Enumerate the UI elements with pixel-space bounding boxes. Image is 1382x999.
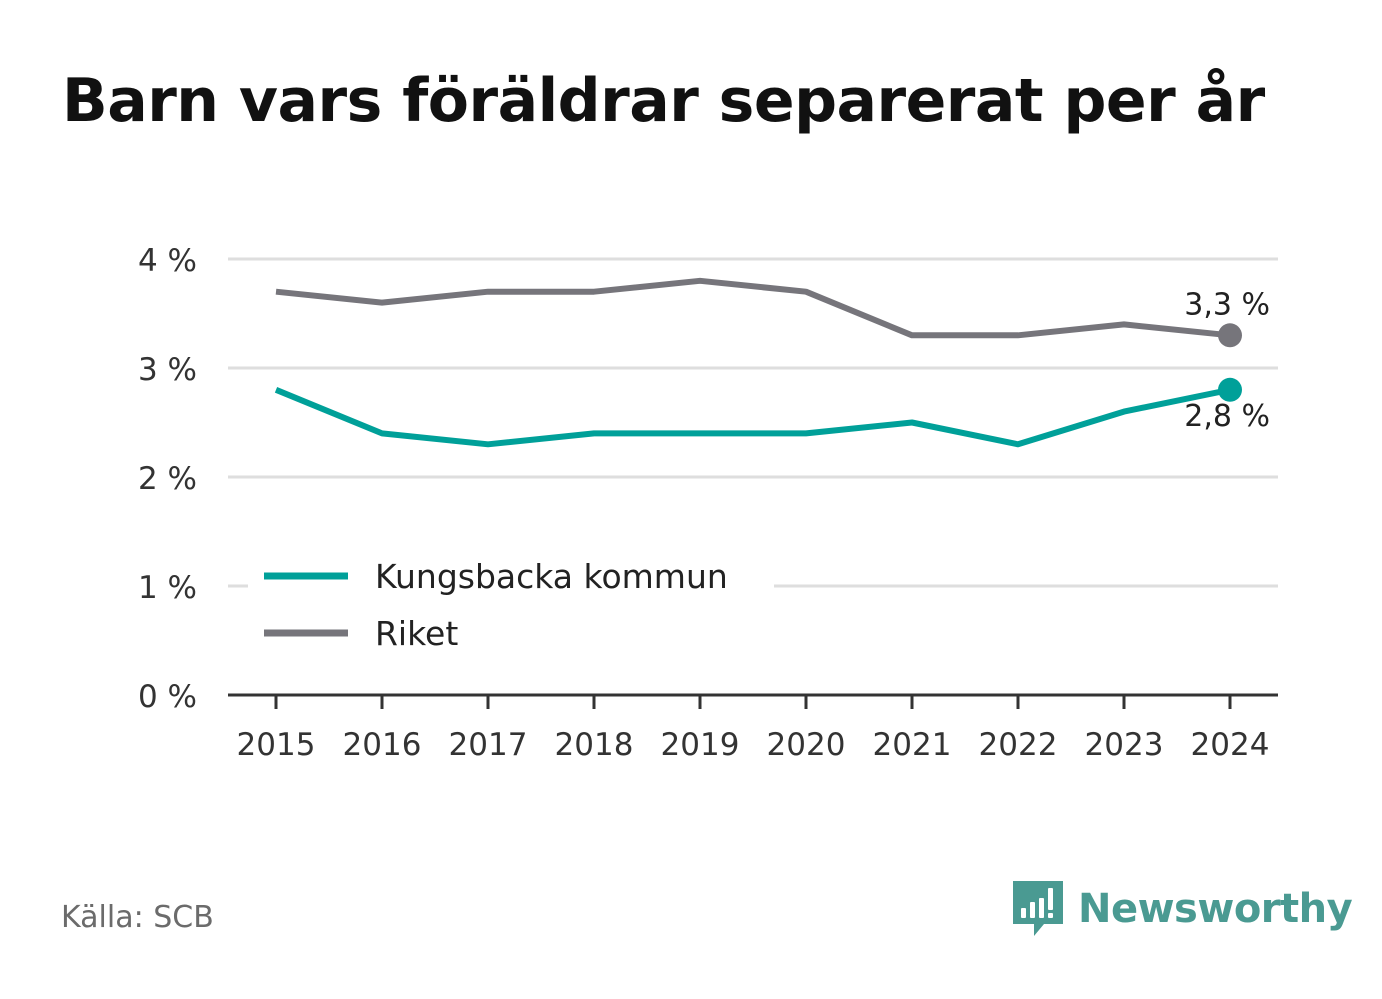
legend-label: Riket (375, 614, 458, 653)
series-end-point (1218, 323, 1242, 348)
gridlines (228, 257, 1278, 588)
x-tick-label: 2022 (979, 727, 1058, 763)
x-tick-label: 2018 (555, 727, 634, 763)
x-tick-label: 2023 (1085, 727, 1164, 763)
x-tick-label: 2016 (343, 727, 422, 763)
brand-name: Newsworthy (1078, 886, 1353, 932)
data-series: 2,8 % 3,3 % (274, 277, 1270, 448)
series-line (275, 277, 1231, 339)
x-axis: 2015 2016 2017 2018 2019 2020 2021 2022 2023 2024 (228, 693, 1278, 763)
legend-label: Kungsbacka kommun (375, 557, 728, 596)
y-tick-label: 2 % (138, 461, 197, 497)
end-value-label: 2,8 % (1184, 399, 1270, 434)
y-tick-label: 4 % (138, 243, 197, 279)
x-tick-label: 2015 (237, 727, 316, 763)
x-tick-label: 2021 (873, 727, 952, 763)
brand-logo: Newsworthy (1010, 878, 1353, 940)
chart-title: Barn vars föräldrar separerat per år (62, 66, 1265, 136)
end-value-label: 3,3 % (1184, 287, 1270, 322)
source-note: Källa: SCB (61, 900, 214, 935)
series-line (274, 386, 1231, 448)
x-tick-label: 2019 (661, 727, 740, 763)
y-tick-label: 1 % (138, 570, 197, 606)
series-end-point (1218, 377, 1242, 402)
y-tick-label: 3 % (138, 352, 197, 388)
bar-chart-speech-bubble-icon (1013, 881, 1063, 936)
x-tick-label: 2020 (767, 727, 846, 763)
y-tick-label: 0 % (138, 679, 197, 715)
y-axis-tick-labels: 0 % 1 % 2 % 3 % 4 % (138, 243, 197, 715)
legend-background (248, 546, 774, 666)
x-tick-label: 2017 (449, 727, 528, 763)
legend: Kungsbacka kommun Riket (248, 546, 774, 666)
x-tick-label: 2024 (1191, 727, 1270, 763)
